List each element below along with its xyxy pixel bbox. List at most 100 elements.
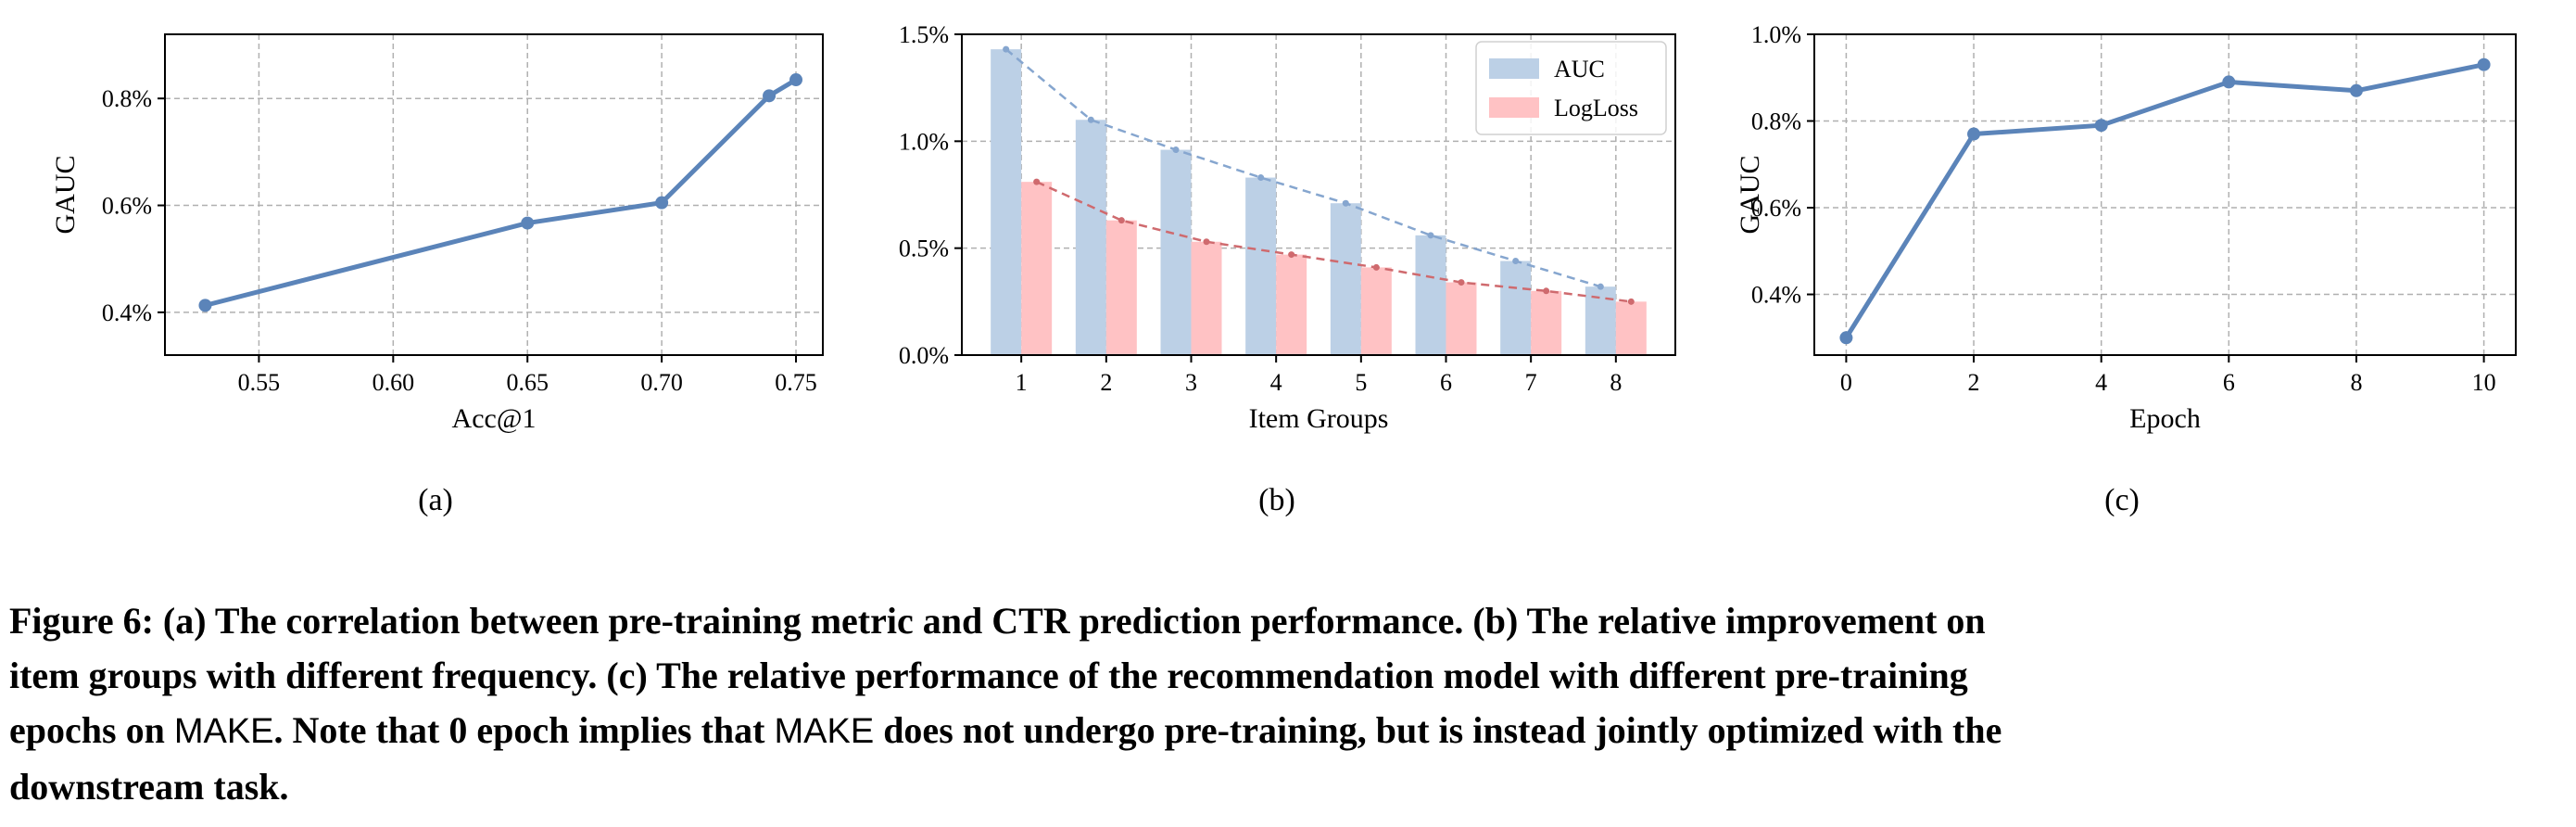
legend-swatch-auc — [1489, 58, 1539, 79]
bar-auc — [1075, 120, 1106, 355]
x-tick-label: 7 — [1525, 369, 1537, 396]
bar-logloss — [1615, 301, 1647, 355]
trend-point — [1372, 263, 1380, 271]
panel-c: 0 2 4 6 8 10 0.4% 0.6% 0.8% 1.0% Epoch GAUC (c) — [1735, 21, 2517, 517]
panel-label: (b) — [1258, 483, 1295, 517]
trend-point — [1118, 217, 1125, 224]
legend: AUC LogLoss — [1475, 41, 1667, 135]
x-tick-label: 2 — [1100, 369, 1112, 396]
trend-point — [1458, 279, 1465, 286]
trend-point — [1512, 258, 1520, 265]
y-tick-label: 1.5% — [899, 21, 949, 48]
figure-panels: 0.55 0.60 0.65 0.70 0.75 0.4% 0.6% 0.8% Acc@1 GAU… — [50, 21, 2517, 517]
legend-label-logloss: LogLoss — [1554, 95, 1638, 121]
bar-logloss — [1021, 182, 1053, 355]
panel-label: (a) — [418, 483, 453, 517]
x-tick-label: 1 — [1016, 369, 1028, 396]
bar-auc — [1245, 177, 1277, 355]
y-tick-label: 1.0% — [1751, 21, 1801, 48]
legend-swatch-logloss — [1489, 97, 1539, 118]
x-tick-label: 0.70 — [640, 369, 683, 396]
bar-auc — [1585, 286, 1616, 355]
x-tick-label: 0 — [1840, 369, 1852, 396]
trend-line-auc — [1004, 48, 1601, 288]
trend-point — [1172, 146, 1180, 154]
series-line — [204, 77, 798, 308]
x-tick-label: 5 — [1355, 369, 1367, 396]
caption-line-1: Figure 6: (a) The correlation between pr… — [9, 600, 1986, 642]
data-point — [655, 196, 669, 210]
bar-auc — [1500, 261, 1532, 355]
trend-point — [1597, 283, 1604, 290]
y-tick-label: 0.4% — [102, 299, 152, 326]
data-point — [521, 216, 535, 230]
panel-label: (c) — [2104, 483, 2140, 517]
trend-point — [1342, 199, 1349, 207]
model-name: MAKE — [173, 712, 274, 751]
y-axis-label: GAUC — [1735, 155, 1765, 234]
trend-point — [1033, 178, 1041, 185]
x-axis-label: Item Groups — [1249, 403, 1389, 434]
bar-logloss — [1191, 241, 1222, 355]
y-tick-label: 0.0% — [899, 342, 949, 369]
series-line — [1844, 62, 2485, 339]
x-tick-label: 6 — [2223, 369, 2235, 396]
data-point — [1967, 127, 1981, 141]
figure-caption: Figure 6: (a) The correlation between pr… — [9, 593, 2567, 814]
x-tick-label: 10 — [2472, 369, 2496, 396]
x-tick-label: 6 — [1440, 369, 1452, 396]
x-tick-label: 0.55 — [238, 369, 281, 396]
trend-line-logloss — [1036, 181, 1632, 303]
trend-point — [1087, 116, 1094, 123]
bar-auc — [1160, 149, 1192, 355]
bar-auc — [1415, 235, 1446, 355]
x-axis-label: Epoch — [2129, 403, 2201, 434]
x-tick-label: 4 — [2095, 369, 2107, 396]
x-tick-label: 0.60 — [373, 369, 415, 396]
data-point — [2349, 83, 2363, 97]
data-point — [789, 73, 803, 87]
trend-point — [1543, 287, 1550, 295]
data-point — [2094, 119, 2108, 133]
panel-a: 0.55 0.60 0.65 0.70 0.75 0.4% 0.6% 0.8% Acc@1 GAU… — [50, 33, 824, 517]
bar-logloss — [1360, 267, 1392, 355]
legend-label-auc: AUC — [1554, 56, 1605, 83]
x-tick-label: 3 — [1185, 369, 1197, 396]
bar-auc — [1330, 203, 1361, 355]
y-tick-label: 1.0% — [899, 128, 949, 155]
model-name: MAKE — [774, 712, 875, 751]
x-axis-label: Acc@1 — [452, 403, 537, 434]
y-tick-label: 0.4% — [1751, 282, 1801, 309]
panel-b: 1 2 3 4 5 6 7 8 0.0% 0.5% 1.0% 1.5% Item Groups (b) AU… — [899, 21, 1676, 517]
trend-point — [1288, 251, 1295, 259]
bar-logloss — [1105, 220, 1137, 355]
trend-point — [1427, 232, 1434, 239]
bar-logloss — [1446, 282, 1477, 355]
caption-line-2: item groups with different frequency. (c… — [9, 655, 1968, 696]
bar-logloss — [1531, 290, 1562, 355]
x-tick-label: 0.75 — [775, 369, 817, 396]
axes-frame — [961, 33, 1676, 356]
y-tick-label: 0.6% — [1751, 195, 1801, 222]
x-tick-label: 2 — [1968, 369, 1980, 396]
x-tick-label: 8 — [2350, 369, 2362, 396]
caption-line-3: epochs on MAKE. Note that 0 epoch implie… — [9, 709, 2002, 751]
bar-logloss — [1276, 254, 1307, 355]
y-axis-label: GAUC — [50, 155, 81, 234]
y-tick-label: 0.8% — [1751, 108, 1801, 135]
data-point — [2477, 57, 2491, 71]
x-tick-label: 8 — [1610, 369, 1622, 396]
axes-frame — [164, 33, 824, 356]
trend-point — [1257, 174, 1265, 182]
axes-frame — [1813, 33, 2517, 356]
data-point — [2222, 75, 2236, 89]
y-tick-label: 0.6% — [102, 193, 152, 220]
trend-point — [1003, 45, 1010, 53]
trend-point — [1203, 238, 1210, 246]
data-point — [198, 299, 212, 312]
x-tick-label: 4 — [1270, 369, 1282, 396]
data-point — [763, 89, 777, 103]
x-tick-label: 0.65 — [506, 369, 549, 396]
y-tick-label: 0.5% — [899, 235, 949, 262]
trend-point — [1627, 298, 1635, 305]
